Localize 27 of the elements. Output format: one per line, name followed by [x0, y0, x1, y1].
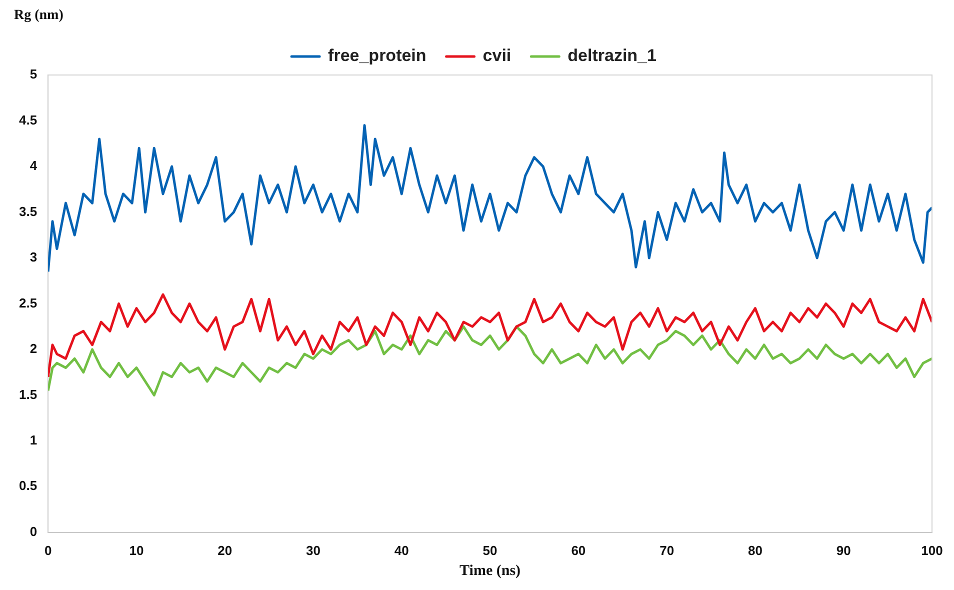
y-tick-label: 2 [30, 341, 38, 356]
x-tick-label: 40 [394, 542, 409, 558]
y-tick-label: 1 [30, 432, 38, 448]
y-tick-label: 3.5 [18, 204, 38, 219]
x-tick-label: 10 [129, 542, 144, 558]
y-tick-label: 0 [30, 524, 38, 539]
y-tick-label: 0.5 [18, 478, 38, 494]
y-tick-label: 5 [30, 66, 38, 82]
y-tick-label: 2.5 [18, 295, 38, 310]
x-axis-title: Time (ns) [460, 562, 521, 579]
x-tick-label: 90 [836, 542, 851, 558]
y-tick-label: 4 [30, 158, 38, 174]
x-tick-label: 0 [44, 542, 52, 558]
x-tick-label: 80 [748, 542, 762, 558]
y-tick-label: 3 [30, 250, 38, 265]
y-axis-title: Rg (nm) [14, 8, 64, 25]
x-tick-label: 20 [218, 542, 232, 558]
x-tick-label: 50 [482, 542, 498, 558]
x-tick-label: 100 [921, 542, 943, 558]
legend-label: cvii [482, 46, 512, 66]
y-tick-label: 1.5 [18, 386, 38, 402]
x-tick-label: 30 [306, 542, 320, 558]
x-tick-label: 70 [660, 542, 674, 558]
x-tick-label: 60 [571, 542, 586, 558]
legend-label: deltrazin_1 [568, 46, 656, 66]
y-tick-label: 4.5 [18, 112, 38, 128]
legend-label: free_protein [328, 46, 426, 66]
